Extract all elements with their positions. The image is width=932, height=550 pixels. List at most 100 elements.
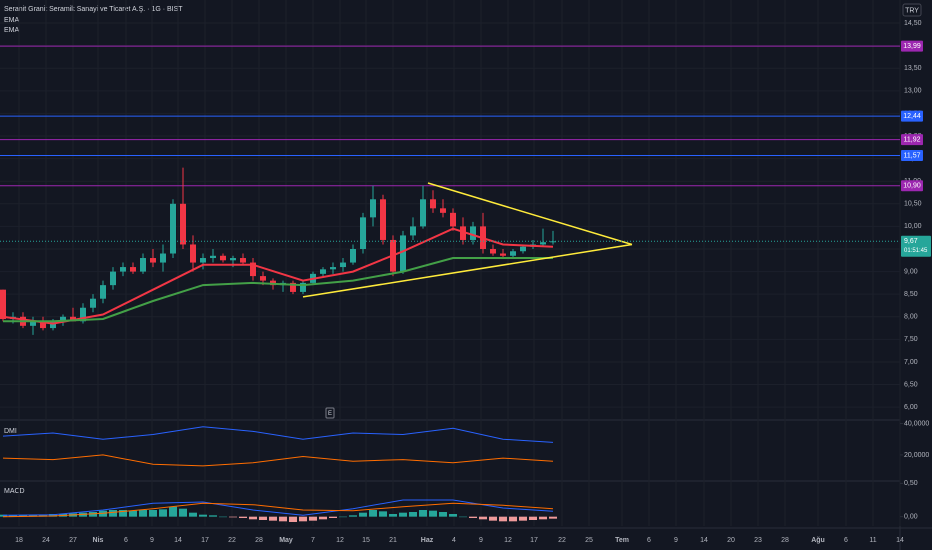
y-tick-label: 0,00 (904, 514, 918, 521)
y-tick-label: 9,00 (904, 268, 918, 275)
candle-body (250, 262, 256, 277)
histogram-bar (519, 516, 527, 521)
x-tick-label: May (279, 537, 293, 544)
histogram-bar (299, 516, 307, 522)
candle-body (210, 255, 216, 259)
histogram-bar (289, 516, 297, 522)
y-tick-label: 13,50 (904, 65, 922, 72)
x-tick-label: 22 (558, 537, 566, 544)
candle-body (50, 321, 56, 329)
histogram-bar (509, 516, 517, 522)
level-label: 10,90 (903, 183, 921, 190)
series-line (2, 502, 554, 518)
candle-body (150, 258, 156, 263)
x-tick-label: 14 (700, 537, 708, 544)
y-tick-label: 10,00 (904, 223, 922, 230)
candle-body (60, 316, 66, 322)
candle-body (130, 267, 136, 272)
candle-body (510, 251, 516, 256)
histogram-bar (209, 515, 217, 517)
x-tick-label: Haz (421, 537, 434, 544)
y-tick-label: 6,00 (904, 404, 918, 411)
candle-body (340, 262, 346, 268)
x-tick-label: 9 (150, 537, 154, 544)
level-label: 13,99 (903, 43, 921, 50)
histogram-bar (389, 514, 397, 517)
candle-body (260, 276, 266, 281)
candle-body (290, 282, 296, 292)
candle-body (30, 321, 36, 326)
trend-line (302, 243, 633, 298)
histogram-bar (429, 510, 437, 517)
currency-button[interactable] (902, 3, 922, 17)
level-label: 12,44 (903, 113, 921, 120)
histogram-bar (419, 510, 427, 517)
candle-body (200, 258, 206, 263)
y-tick-label: 7,00 (904, 359, 918, 366)
x-tick-label: 17 (201, 537, 209, 544)
candle-body (400, 235, 406, 272)
histogram-bar (219, 516, 227, 518)
x-tick-label: 14 (896, 537, 904, 544)
histogram-bar (139, 510, 147, 517)
level-label-box (901, 40, 923, 52)
candle-body (430, 199, 436, 209)
x-tick-label: 9 (674, 537, 678, 544)
candle-body (490, 248, 496, 254)
y-tick-label: 7,50 (904, 336, 918, 343)
y-tick-label: 8,50 (904, 291, 918, 298)
histogram-bar (129, 510, 137, 517)
histogram-bar (489, 516, 497, 521)
x-tick-label: Ağu (811, 537, 825, 544)
candle-body (350, 248, 356, 263)
x-tick-label: 25 (585, 537, 593, 544)
candle-body (440, 208, 446, 213)
candle-body (90, 298, 96, 308)
candle-body (300, 282, 306, 292)
candle-body (80, 307, 86, 322)
x-tick-label: 28 (255, 537, 263, 544)
level-label-box (901, 180, 923, 192)
x-tick-label: 20 (727, 537, 735, 544)
histogram-bar (409, 512, 417, 517)
histogram-bar (279, 516, 287, 522)
y-tick-label: 13,00 (904, 88, 922, 95)
histogram-bar (169, 506, 177, 517)
candle-body (520, 246, 526, 252)
trend-line (427, 182, 633, 246)
candle-body (450, 212, 456, 227)
histogram-bar (269, 516, 277, 521)
last-price: 9,67 (904, 238, 918, 245)
currency: TRY (905, 7, 919, 14)
histogram-bar (229, 516, 237, 518)
histogram-bar (239, 516, 247, 518)
series-line (2, 227, 554, 325)
y-tick-label: 14,50 (904, 20, 922, 27)
histogram-bar (539, 516, 547, 520)
x-tick-label: 22 (228, 537, 236, 544)
histogram-bar (349, 515, 357, 517)
y-tick-label: 40,0000 (904, 420, 929, 427)
candle-body (460, 226, 466, 240)
candle-body (0, 289, 6, 320)
histogram-bar (479, 516, 487, 520)
histogram-bar (439, 512, 447, 517)
candle-body (170, 203, 176, 254)
histogram-bar (339, 516, 347, 518)
candle-body (370, 199, 376, 218)
histogram-bar (189, 512, 197, 517)
histogram-bar (149, 510, 157, 517)
histogram-bar (29, 514, 37, 517)
legend-entry: EMA (4, 27, 20, 34)
x-tick-label: 15 (362, 537, 370, 544)
candle-body (180, 203, 186, 245)
candle-body (360, 217, 366, 249)
pane-title: DMI (4, 428, 17, 435)
x-tick-label: 28 (781, 537, 789, 544)
x-tick-label: 11 (869, 537, 876, 544)
histogram-bar (109, 510, 117, 517)
histogram-bar (359, 512, 367, 517)
histogram-bar (309, 516, 317, 521)
candle-body (190, 244, 196, 263)
